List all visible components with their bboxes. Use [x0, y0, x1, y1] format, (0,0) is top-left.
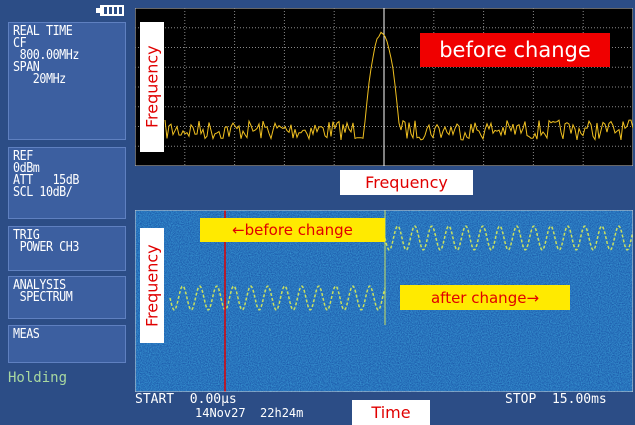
button-line: POWER CH3 — [13, 240, 80, 255]
trace — [164, 31, 633, 141]
status-text: Holding — [8, 370, 68, 386]
button-line: REAL TIME — [13, 24, 73, 39]
spectrum-y-label: Frequency — [140, 22, 164, 152]
signal — [384, 225, 633, 251]
stop-label: STOP 15.00ms — [505, 392, 607, 407]
time-label: Time — [352, 400, 430, 425]
button-line: MEAS — [13, 327, 40, 342]
annotation-after: after change→ — [400, 285, 570, 310]
button-line: CF — [13, 36, 27, 51]
spectrum-annotation: before change — [420, 33, 610, 67]
button-line: SCL 10dB/ — [13, 185, 73, 200]
button-line: TRIG — [13, 228, 40, 243]
spectrum-plot — [135, 8, 633, 166]
side-button[interactable]: REAL TIME CF 800.00MHz SPAN 20MHz — [8, 22, 126, 140]
spectrogram-y-label: Frequency — [140, 228, 164, 343]
date-label: 14Nov27 22h24m — [195, 406, 304, 420]
side-button[interactable]: TRIG POWER CH3 — [8, 226, 126, 271]
button-line: REF — [13, 149, 33, 164]
side-button[interactable]: REF 0dBm ATT 15dB SCL 10dB/ — [8, 147, 126, 219]
button-line: 0dBm — [13, 161, 40, 176]
button-line: SPECTRUM — [13, 290, 73, 305]
signal — [169, 285, 386, 311]
start-label: START 0.00µs — [135, 392, 237, 407]
battery-icon — [96, 5, 124, 16]
side-button[interactable]: ANALYSIS SPECTRUM — [8, 276, 126, 319]
side-button[interactable]: MEAS — [8, 325, 126, 363]
button-line: 800.00MHz — [13, 48, 80, 63]
button-line: ANALYSIS — [13, 278, 66, 293]
button-line: SPAN — [13, 60, 40, 75]
spectrum-x-label: Frequency — [340, 170, 473, 195]
button-line: ATT 15dB — [13, 173, 79, 188]
button-line: 20MHz — [13, 72, 66, 87]
annotation-before: ←before change — [200, 218, 385, 242]
